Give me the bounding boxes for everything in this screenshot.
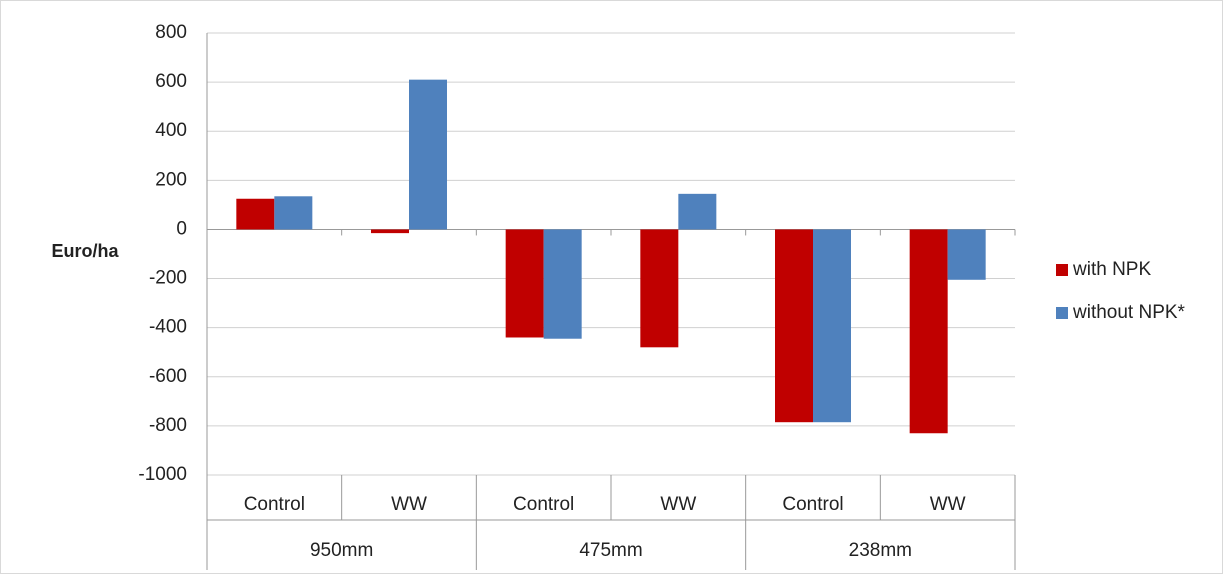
x-tick-label: WW	[660, 494, 696, 515]
x-tick-label: WW	[391, 494, 427, 515]
bar	[236, 198, 275, 230]
y-tick-label: 600	[155, 71, 187, 92]
legend-swatch	[1056, 307, 1068, 319]
y-axis-label: Euro/ha	[51, 241, 119, 261]
group-label: 238mm	[849, 540, 912, 561]
bar	[543, 229, 582, 339]
bar	[409, 79, 447, 230]
bar	[371, 229, 409, 234]
x-tick-label: Control	[782, 494, 843, 515]
legend-swatch	[1056, 264, 1068, 276]
y-tick-label: -400	[149, 317, 187, 338]
y-tick-label: 800	[155, 22, 187, 43]
group-label: 475mm	[579, 540, 642, 561]
bar	[909, 229, 948, 434]
y-tick-label: 400	[155, 120, 187, 141]
bar	[274, 196, 313, 230]
y-tick-label: -600	[149, 366, 187, 387]
bar	[947, 229, 986, 280]
y-tick-label: 200	[155, 169, 187, 190]
y-tick-label: -800	[149, 415, 187, 436]
legend-label: without NPK*	[1072, 302, 1186, 323]
bar	[813, 229, 851, 423]
y-tick-label: 0	[176, 218, 187, 239]
x-tick-label: Control	[244, 494, 305, 515]
bar	[678, 193, 717, 230]
bar	[640, 229, 679, 348]
bar	[505, 229, 544, 338]
y-tick-label: -200	[149, 268, 187, 289]
legend-label: with NPK	[1072, 259, 1151, 280]
x-tick-label: Control	[513, 494, 574, 515]
x-tick-label: WW	[930, 494, 966, 515]
bar	[775, 229, 813, 423]
group-label: 950mm	[310, 540, 373, 561]
y-tick-label: -1000	[138, 464, 187, 485]
